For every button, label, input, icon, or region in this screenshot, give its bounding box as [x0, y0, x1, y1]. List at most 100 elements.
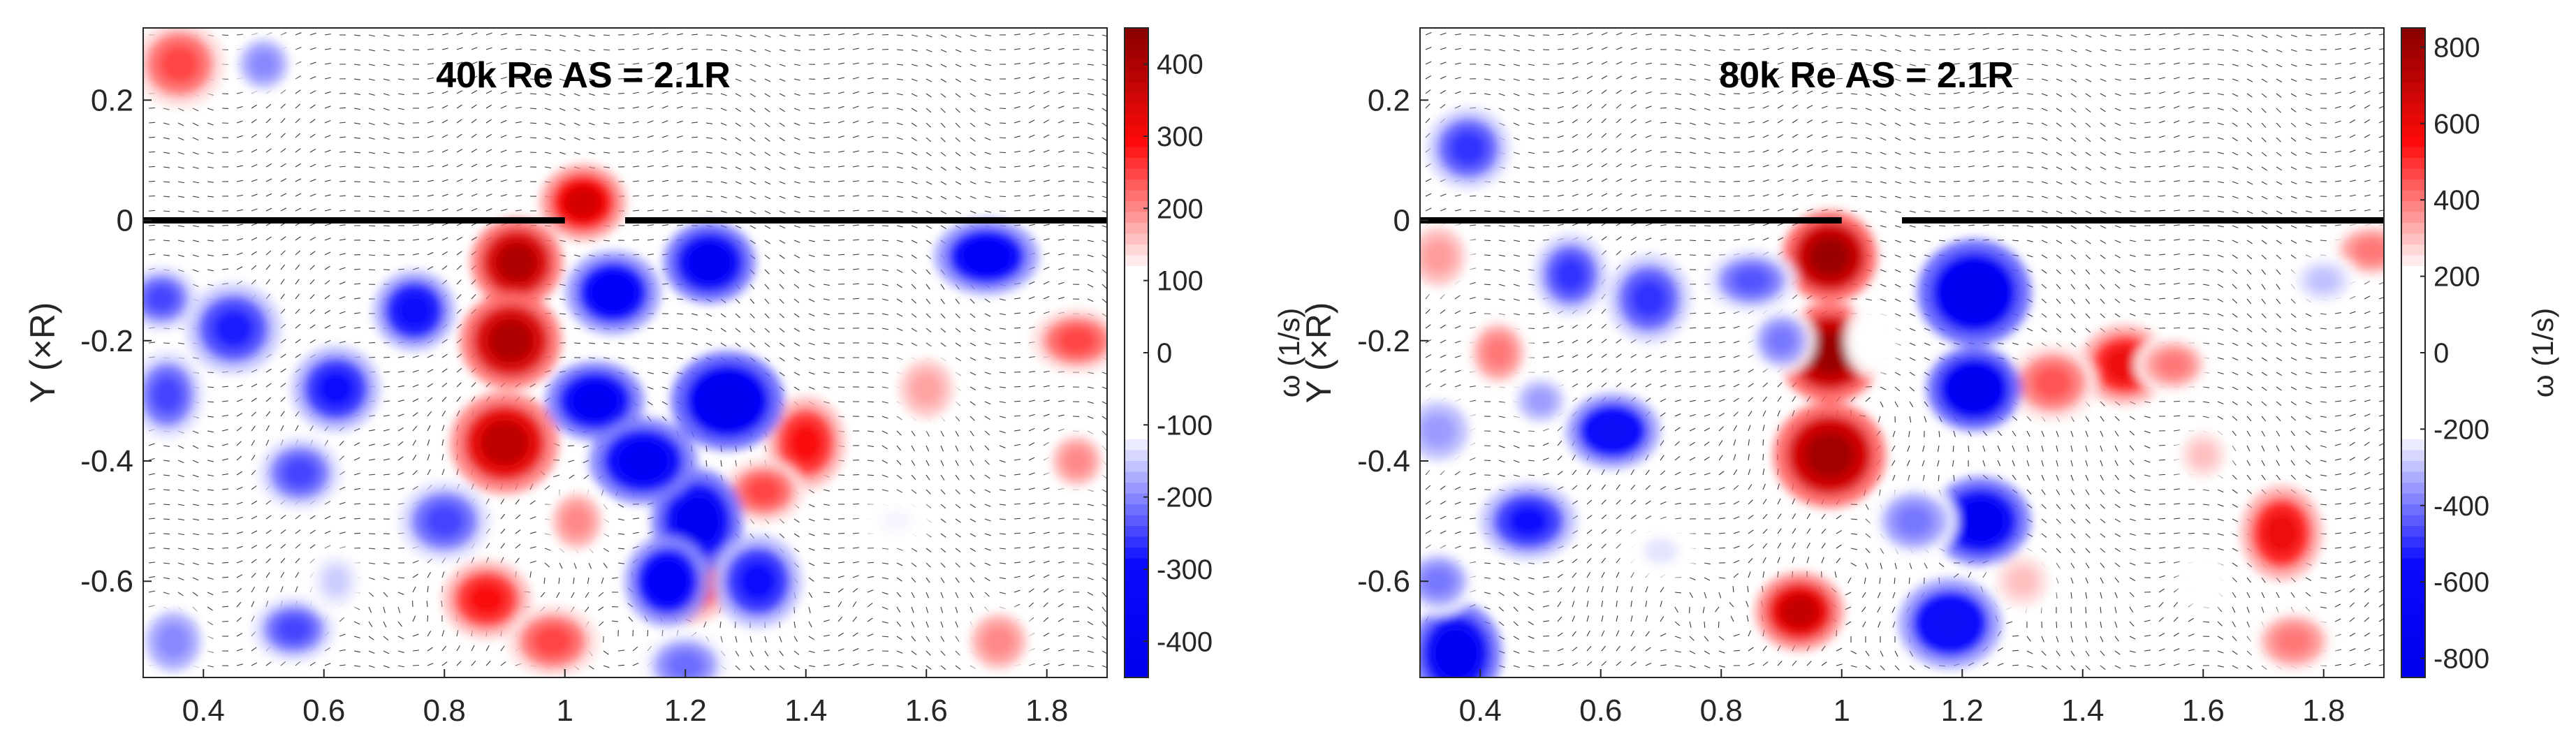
vector-arrow: [265, 661, 272, 666]
vector-arrow: [397, 441, 404, 446]
vector-arrow: [955, 474, 960, 481]
vector-arrow: [1601, 61, 1608, 65]
vector-arrow: [207, 460, 214, 462]
vector-arrow: [867, 460, 874, 462]
vector-arrow: [1484, 254, 1491, 256]
vector-arrow: [1909, 64, 1916, 66]
vector-arrow: [955, 548, 961, 552]
vector-arrow: [1043, 427, 1050, 432]
vector-arrow: [940, 328, 946, 333]
vector-arrow: [911, 328, 917, 332]
vector-arrow: [1572, 133, 1578, 138]
vector-arrow: [1454, 310, 1461, 314]
vector-arrow: [1792, 47, 1799, 50]
vector-arrow: [925, 64, 932, 68]
vector-arrow: [867, 617, 873, 622]
vector-arrow: [1586, 118, 1593, 124]
vector-arrow: [940, 621, 944, 628]
vector-arrow: [1718, 532, 1726, 534]
vector-arrow: [1909, 313, 1916, 317]
vector-arrow: [1777, 164, 1784, 168]
vector-arrow: [911, 460, 916, 466]
vector-arrow: [485, 645, 490, 652]
vector-arrow: [911, 108, 918, 112]
vector-arrow: [236, 601, 242, 608]
colorbar-swatch: [1125, 60, 1148, 72]
vector-arrow: [1938, 430, 1940, 438]
vector-arrow: [427, 165, 434, 168]
vector-arrow: [1028, 356, 1035, 358]
vector-arrow: [2041, 518, 2047, 524]
vector-arrow: [456, 149, 463, 153]
vector-arrow: [515, 180, 522, 182]
vector-arrow: [779, 254, 785, 259]
vector-arrow: [368, 592, 374, 597]
vector-arrow: [1469, 457, 1476, 461]
vector-arrow: [397, 636, 404, 640]
vector-arrow: [265, 368, 272, 373]
vector-arrow: [1013, 150, 1020, 153]
vector-arrow: [837, 575, 844, 578]
vector-arrow: [940, 445, 944, 452]
vector-arrow: [1630, 208, 1637, 212]
vector-arrow: [1718, 370, 1725, 373]
colorbar-swatch: [1125, 115, 1148, 126]
vector-arrow: [221, 443, 228, 446]
vector-arrow: [1572, 469, 1577, 476]
vector-arrow: [1645, 237, 1652, 241]
vector-arrow: [661, 386, 668, 390]
vector-arrow: [1028, 385, 1035, 388]
vector-arrow: [309, 76, 316, 80]
vector-arrow: [295, 309, 300, 314]
vector-arrow: [1572, 454, 1576, 461]
vector-arrow: [1498, 562, 1505, 565]
vector-arrow: [1821, 62, 1828, 65]
vector-arrow: [823, 372, 830, 374]
vector-arrow: [1616, 469, 1620, 476]
vector-arrow: [251, 133, 257, 138]
vector-arrow: [852, 210, 860, 212]
vector-arrow: [955, 533, 961, 538]
vector-arrow: [1454, 194, 1461, 197]
vector-arrow: [324, 515, 331, 520]
vector-arrow: [867, 166, 874, 168]
vector-arrow: [441, 223, 448, 226]
vector-arrow: [163, 210, 170, 212]
vector-arrow: [2026, 328, 2033, 332]
vector-arrow: [163, 562, 170, 564]
vector-arrow: [779, 225, 786, 229]
vector-arrow: [1013, 312, 1021, 314]
vector-arrow: [573, 137, 580, 140]
vector-arrow: [1718, 78, 1725, 81]
vector-arrow: [1938, 474, 1940, 482]
vector-arrow: [1454, 77, 1461, 80]
vector-arrow: [1454, 105, 1461, 109]
vector-arrow: [940, 592, 944, 599]
vector-arrow: [427, 631, 432, 637]
vector-arrow: [280, 514, 286, 520]
vector-arrow: [353, 34, 360, 36]
vector-arrow: [925, 577, 930, 583]
vector-arrow: [1704, 548, 1711, 550]
vector-arrow: [309, 149, 316, 153]
vector-arrow: [573, 254, 580, 257]
vector-arrow: [1454, 516, 1461, 520]
vector-arrow: [1674, 636, 1681, 639]
vector-arrow: [1469, 311, 1476, 314]
colorbar-swatch: [1125, 320, 1148, 332]
vector-arrow: [808, 152, 815, 154]
vector-arrow: [749, 298, 755, 305]
vector-arrow: [515, 543, 521, 549]
colorbar-swatch: [1125, 201, 1148, 213]
colorbar-swatch: [1125, 504, 1148, 516]
vector-arrow: [705, 196, 712, 198]
vector-arrow: [1906, 460, 1910, 467]
vector-arrow: [1748, 557, 1753, 564]
vector-arrow: [353, 108, 360, 110]
vector-arrow: [265, 439, 270, 446]
vector-arrow: [691, 328, 698, 330]
vector-arrow: [764, 34, 771, 38]
vector-arrow: [2026, 430, 2030, 437]
vector-arrow: [1968, 430, 1972, 437]
vector-arrow: [412, 384, 419, 388]
